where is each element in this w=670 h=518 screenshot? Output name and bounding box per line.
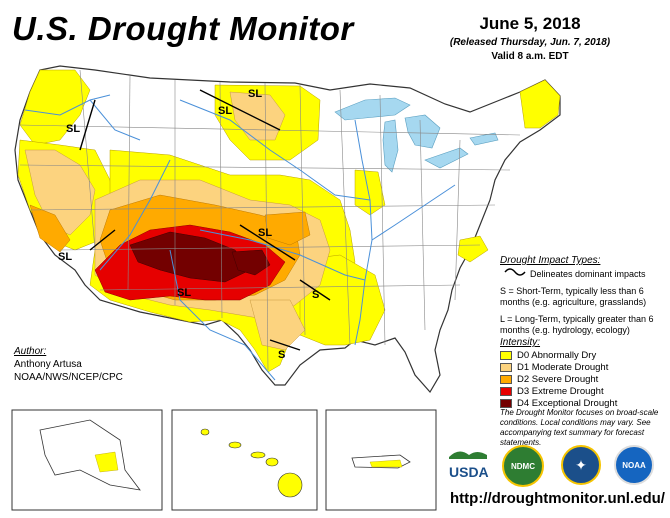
d4-areas [129, 231, 271, 283]
columbia-river [24, 94, 111, 116]
impact-label: S [312, 289, 319, 301]
d0-illinois [354, 169, 386, 216]
d0-new-england [519, 79, 561, 129]
lake-erie [424, 147, 469, 169]
noaa-logo: NOAA [614, 445, 654, 485]
intensity-label: D3 Extreme Drought [517, 386, 604, 397]
lake-ontario [469, 132, 499, 146]
d0-northwest [19, 69, 91, 146]
intensity-header: Intensity: [500, 337, 541, 348]
impact-label: SL [248, 88, 262, 100]
impact-label: SL [177, 287, 191, 299]
ndmc-text: NDMC [511, 461, 535, 471]
intensity-swatch [500, 375, 512, 384]
rivers [24, 94, 456, 381]
impact-label: SL [66, 123, 80, 135]
impact-header: Drought Impact Types: [500, 255, 601, 266]
author-name: Anthony Artusa [14, 359, 82, 370]
impact-label: SL [218, 105, 232, 117]
website-url[interactable]: http://droughtmonitor.unl.edu/ [450, 490, 665, 507]
snake-river [89, 99, 141, 141]
author-block: Author: Anthony Artusa NOAA/NWS/NCEP/CPC [14, 345, 123, 384]
d2-kansas [264, 211, 311, 246]
disclaimer-note: The Drought Monitor focuses on broad-sca… [500, 408, 659, 447]
d1-texas [249, 299, 306, 351]
hawaii-islands [200, 428, 303, 498]
impact-label: S [278, 349, 285, 361]
valid-time: Valid 8 a.m. EDT [491, 51, 569, 62]
doc-seal-icon: ✦ [561, 445, 601, 485]
d0-carolina [457, 235, 489, 263]
usda-hills-icon [449, 451, 487, 459]
arkansas-river [199, 229, 366, 281]
impact-label: SL [58, 251, 72, 263]
map-date: June 5, 2018 [479, 14, 581, 33]
lake-huron [404, 114, 441, 149]
hawaii-inset [171, 409, 318, 511]
noaa-text: NOAA [622, 460, 646, 470]
intensity-legend-row: D0 Abnormally Dry [500, 350, 665, 361]
d4-four-corners [129, 231, 251, 283]
author-org: NOAA/NWS/NCEP/CPC [14, 372, 123, 383]
ohio-river [371, 184, 456, 241]
intensity-legend-row: D4 Exceptional Drought [500, 398, 665, 409]
intensity-swatch [500, 399, 512, 408]
impact-long-term: L = Long-Term, typically greater than 6 … [500, 314, 654, 335]
map-title: U.S. Drought Monitor [12, 10, 354, 47]
intensity-swatch [500, 387, 512, 396]
intensity-legend: Intensity: D0 Abnormally Dry D1 Moderate … [500, 337, 665, 410]
usda-logo: USDA [449, 445, 489, 480]
d1-west [24, 149, 96, 236]
eagle-icon: ✦ [575, 456, 587, 473]
intensity-legend-row: D2 Severe Drought [500, 374, 665, 385]
intensity-legend-row: D3 Extreme Drought [500, 386, 665, 397]
intensity-label: D1 Moderate Drought [517, 362, 609, 373]
author-header: Author: [14, 346, 47, 357]
intensity-label: D0 Abnormally Dry [517, 350, 597, 361]
intensity-swatch [500, 363, 512, 372]
d2-california [29, 204, 71, 253]
missouri-river [179, 99, 371, 201]
state-borders [19, 69, 521, 371]
impact-delineates: Delineates dominant impacts [530, 269, 646, 279]
lake-michigan [382, 119, 399, 173]
alaska-d0 [94, 451, 119, 473]
intensity-label: D2 Severe Drought [517, 374, 599, 385]
usda-text: USDA [449, 464, 489, 480]
impact-legend: Drought Impact Types: Delineates dominan… [500, 255, 665, 342]
impact-label: SL [258, 227, 272, 239]
intensity-swatch [500, 351, 512, 360]
lake-superior [334, 97, 411, 121]
d4-oklahoma [231, 249, 271, 276]
rio-grande [169, 249, 276, 381]
impact-short-term: S = Short-Term, typically less than 6 mo… [500, 286, 647, 307]
intensity-label: D4 Exceptional Drought [517, 398, 618, 409]
d1-dakotas [229, 91, 286, 141]
ndmc-logo: NDMC [502, 445, 544, 487]
release-date: (Released Thursday, Jun. 7, 2018) [449, 37, 611, 48]
intensity-legend-row: D1 Moderate Drought [500, 362, 665, 373]
puerto-rico-d0 [369, 459, 403, 468]
date-block: June 5, 2018 (Released Thursday, Jun. 7,… [430, 14, 630, 62]
great-lakes [334, 97, 499, 173]
delineation-symbol [504, 268, 526, 276]
colorado-river [99, 159, 171, 271]
puerto-rico-inset [325, 409, 437, 511]
impact-lines [79, 89, 331, 351]
alaska-shape [39, 419, 141, 491]
